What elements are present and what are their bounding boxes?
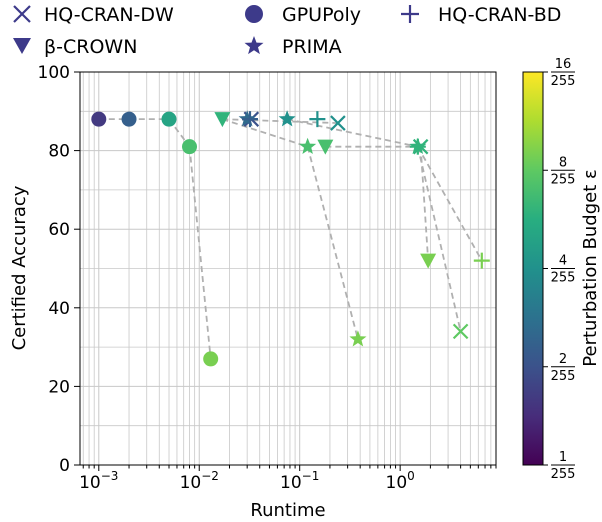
x-marker-icon: [13, 5, 31, 23]
connector-line: [188, 146, 212, 359]
data-point-plus: [473, 252, 490, 269]
data-markers: [91, 110, 490, 367]
x-tick-label: 10−3: [79, 469, 118, 493]
grid: [80, 71, 497, 466]
legend-item-beta-crown: β-CROWN: [13, 36, 137, 58]
data-point-x: [452, 323, 469, 340]
legend-item-hq-cran-bd: HQ-CRAN-BD: [401, 4, 561, 26]
colorbar-tick-denominator: 255: [551, 271, 576, 286]
legend-label: PRIMA: [282, 36, 342, 58]
connector-line: [419, 146, 430, 261]
x-tick-label: 10−1: [280, 469, 319, 493]
legend-label: GPUPoly: [282, 4, 361, 26]
x-axis-label: Runtime: [250, 500, 325, 521]
y-tick-label: 80: [48, 142, 70, 162]
data-point-circle: [121, 111, 137, 127]
colorbar-ticks: 1 255 2 255 4 255 8 255 16 255: [543, 57, 575, 482]
data-point-triangle-down: [317, 139, 334, 155]
colorbar-tick-numerator: 1: [559, 450, 567, 465]
y-tick-label: 40: [48, 299, 70, 319]
y-axis-label: Certified Accuracy: [9, 185, 30, 350]
axis-ticks: 10−3 10−2 10−1 100 0 20 40 60 80 100: [38, 63, 497, 493]
data-point-plus: [241, 111, 258, 128]
y-tick-label: 100: [38, 63, 70, 83]
data-point-triangle-down: [214, 112, 231, 128]
circle-marker-icon: [245, 5, 263, 23]
colorbar-label: Perturbation Budget ε: [580, 169, 601, 366]
data-point-circle: [161, 111, 177, 127]
data-point-star: [349, 330, 367, 347]
x-tick-label: 10−2: [180, 469, 219, 493]
colorbar-tick-denominator: 255: [551, 369, 576, 384]
legend-item-gpupoly: GPUPoly: [245, 4, 361, 26]
colorbar-tick-denominator: 255: [551, 172, 576, 187]
colorbar: 1 255 2 255 4 255 8 255 16 255 Perturbation Budge…: [522, 57, 601, 482]
colorbar-tick-numerator: 2: [559, 352, 567, 367]
connector-line: [417, 146, 483, 262]
colorbar-gradient: [522, 71, 544, 466]
data-point-plus: [409, 138, 426, 155]
y-tick-label: 20: [48, 377, 70, 397]
data-point-x: [330, 115, 346, 131]
data-point-circle: [91, 111, 107, 127]
colorbar-tick-denominator: 255: [551, 467, 576, 482]
triangle-down-marker-icon: [13, 38, 31, 54]
legend-label: HQ-CRAN-BD: [438, 4, 561, 26]
legend-item-prima: PRIMA: [244, 36, 342, 58]
legend-label: HQ-CRAN-DW: [44, 4, 174, 26]
connector-line: [286, 118, 419, 148]
data-point-plus: [309, 111, 326, 128]
colorbar-tick-denominator: 255: [551, 74, 576, 89]
legend: HQ-CRAN-DW GPUPoly HQ-CRAN-BD β-CROWN PR…: [13, 4, 561, 58]
y-tick-label: 60: [48, 220, 70, 240]
plot-frame: [79, 71, 497, 466]
legend-label: β-CROWN: [44, 36, 137, 58]
data-point-circle: [182, 139, 198, 155]
connector-line: [416, 146, 462, 332]
plus-marker-icon: [401, 5, 419, 23]
data-point-triangle-down: [420, 253, 437, 269]
connector-line: [306, 146, 359, 340]
data-point-circle: [203, 351, 219, 367]
star-marker-icon: [244, 36, 264, 55]
legend-item-hq-cran-dw: HQ-CRAN-DW: [13, 4, 174, 26]
colorbar-tick-numerator: 8: [559, 155, 567, 170]
colorbar-tick-numerator: 4: [559, 254, 567, 269]
x-tick-label: 100: [386, 469, 415, 493]
connector-lines: [98, 118, 483, 359]
connector-line: [222, 118, 308, 148]
y-tick-label: 0: [59, 456, 70, 476]
colorbar-tick-numerator: 16: [555, 57, 572, 72]
data-point-star: [299, 137, 317, 154]
data-point-star: [278, 110, 296, 127]
